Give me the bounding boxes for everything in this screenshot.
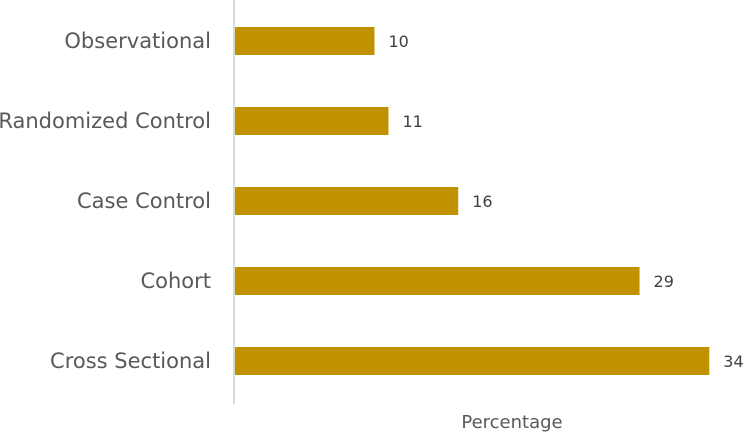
bar-observational: [235, 27, 375, 55]
bar-case-control: [235, 187, 459, 215]
category-label-case-control: Case Control: [77, 189, 211, 213]
value-label-cohort: 29: [654, 272, 674, 291]
category-label-randomized-control: Randomized Control: [0, 109, 211, 133]
value-label-case-control: 16: [472, 192, 492, 211]
category-label-cohort: Cohort: [140, 269, 211, 293]
bar-randomized-control: [235, 107, 389, 135]
value-label-observational: 10: [389, 32, 409, 51]
bars-group: [235, 27, 710, 375]
value-label-cross-sectional: 34: [723, 352, 743, 371]
bar-cohort: [235, 267, 640, 295]
category-labels-group: Observational Randomized Control Case Cont…: [0, 29, 211, 373]
x-axis-title: Percentage: [461, 412, 562, 432]
bar-cross-sectional: [235, 347, 710, 375]
value-labels-group: 10 11 16 29 34: [389, 32, 744, 371]
category-label-cross-sectional: Cross Sectional: [50, 349, 211, 373]
category-label-observational: Observational: [64, 29, 211, 53]
value-label-randomized-control: 11: [402, 112, 422, 131]
